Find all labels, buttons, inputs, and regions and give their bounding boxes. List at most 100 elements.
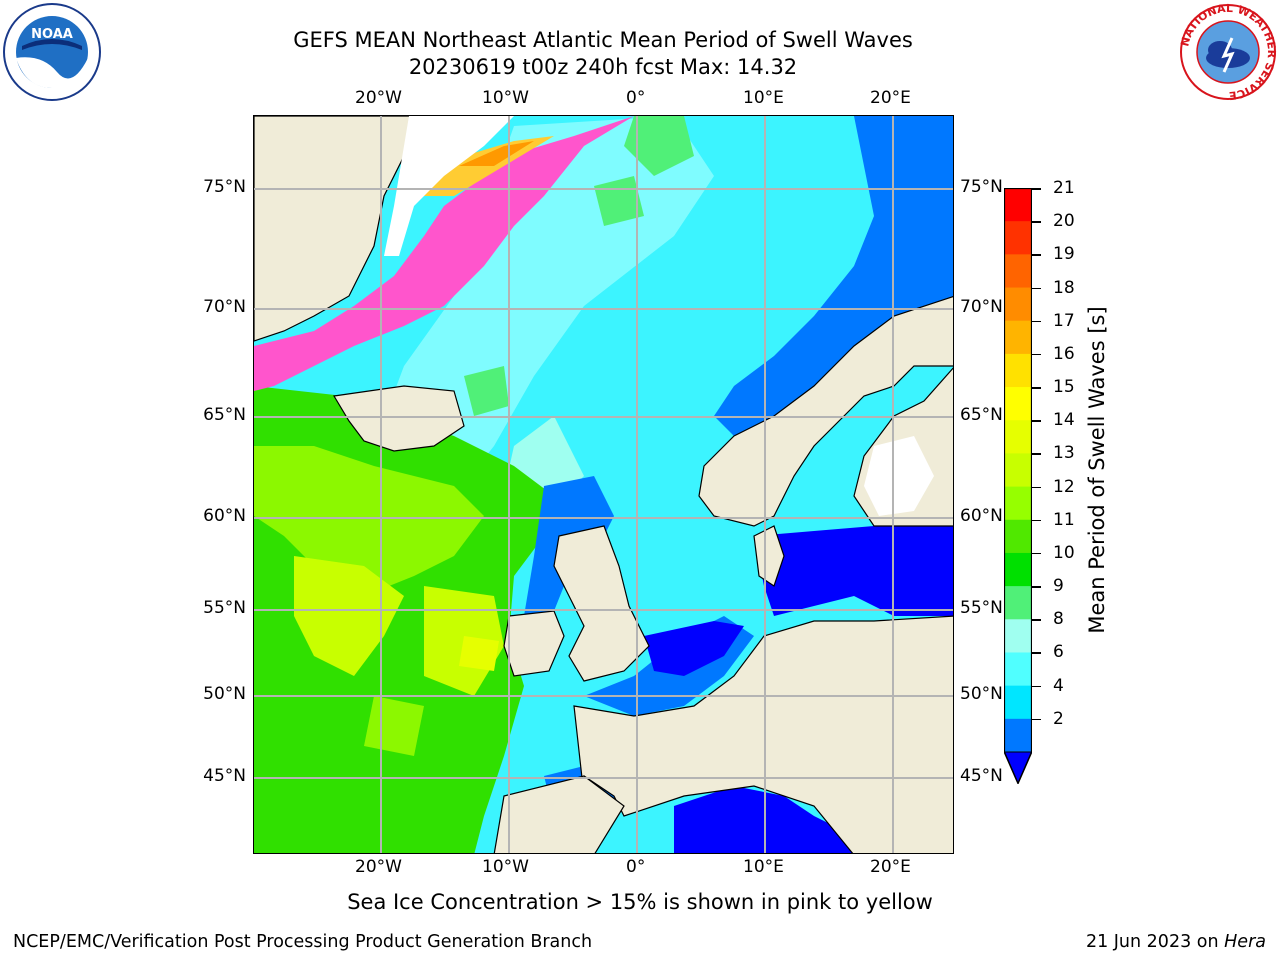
colorbar-segment: [1004, 718, 1032, 753]
lon-tick-top: 10°W: [482, 88, 529, 108]
lat-tick-right: 55°N: [960, 598, 1003, 618]
swell-green-patch: [464, 366, 509, 416]
colorbar-segment: [1004, 353, 1032, 388]
colorbar-segment: [1004, 685, 1032, 720]
sea-ice-note: Sea Ice Concentration > 15% is shown in …: [347, 890, 933, 914]
lon-tick-top: 10°E: [743, 88, 784, 108]
colorbar-label: 15: [1053, 377, 1075, 398]
swell-darkblue-med: [674, 786, 953, 853]
lat-tick-right: 75°N: [960, 177, 1003, 197]
colorbar-segment: [1004, 519, 1032, 554]
colorbar-tick: [1032, 718, 1041, 721]
lat-tick-left: 70°N: [203, 297, 246, 317]
colorbar-label: 11: [1053, 509, 1075, 530]
footer-credit: NCEP/EMC/Verification Post Processing Pr…: [13, 932, 593, 952]
sea-ice-orange: [459, 141, 534, 166]
colorbar-tick: [1032, 586, 1041, 588]
colorbar-tick: [1032, 619, 1041, 621]
colorbar-segment: [1004, 652, 1032, 687]
colorbar-label: 14: [1053, 410, 1075, 431]
colorbar-label: 2: [1053, 708, 1064, 729]
lon-tick-top: 20°W: [355, 88, 402, 108]
colorbar-tick: [1032, 552, 1041, 555]
ice-sheet-white: [384, 116, 514, 256]
lat-tick-right: 45°N: [960, 766, 1003, 786]
colorbar-tick: [1032, 420, 1041, 422]
lat-tick-left: 50°N: [203, 684, 246, 704]
colorbar-tick: [1032, 486, 1041, 489]
sea-ice-pink: [254, 116, 634, 391]
colorbar-tick: [1032, 519, 1041, 522]
colorbar-tick: [1032, 188, 1041, 190]
colorbar-label: 9: [1053, 576, 1064, 597]
colorbar-under-arrow: [1004, 751, 1032, 784]
lon-tick-bottom: 10°E: [743, 857, 784, 877]
ice-gulf-bothnia: [864, 436, 934, 516]
colorbar: [1004, 188, 1032, 784]
colorbar-segment: [1004, 254, 1032, 289]
colorbar-tick: [1032, 652, 1041, 654]
colorbar-label: 20: [1053, 211, 1075, 232]
colorbar-segment: [1004, 221, 1032, 255]
swell-yellowgreen: [294, 556, 404, 676]
land-denmark: [753, 525, 785, 587]
lon-tick-bottom: 10°W: [482, 857, 529, 877]
land-iberia: [493, 775, 625, 853]
colorbar-label: 6: [1053, 642, 1064, 663]
chart-subtitle: 20230619 t00z 240h fcst Max: 14.32: [408, 55, 798, 79]
colorbar-label: 12: [1053, 476, 1075, 497]
map-canvas: [254, 116, 953, 853]
colorbar-segment: [1004, 320, 1032, 355]
graticule: [254, 116, 953, 853]
colorbar-tick: [1032, 254, 1041, 256]
swell-darkblue-northsea: [644, 621, 744, 676]
colorbar-label: 21: [1053, 178, 1075, 198]
lat-tick-right: 50°N: [960, 684, 1003, 704]
footer-date: 21 Jun 2023 on Hera: [1086, 932, 1266, 952]
colorbar-label: 16: [1053, 343, 1075, 364]
colorbar-tick: [1032, 221, 1041, 223]
swell-darkblue-baltic: [754, 526, 953, 616]
colorbar-tick: [1032, 353, 1041, 356]
colorbar-label: 10: [1053, 542, 1075, 563]
colorbar-segment: [1004, 619, 1032, 653]
colorbar-tick: [1032, 453, 1041, 455]
colorbar-outline: [1004, 188, 1032, 784]
lat-tick-left: 65°N: [203, 405, 246, 425]
colorbar-segment: [1004, 420, 1032, 454]
footer-date-text: 21 Jun 2023 on: [1085, 932, 1225, 952]
lon-tick-bottom: 20°E: [870, 857, 911, 877]
lon-tick-top: 20°E: [870, 88, 911, 108]
lon-tick-bottom: 0°: [626, 857, 646, 877]
lat-tick-right: 70°N: [960, 297, 1003, 317]
swell-yellow: [459, 636, 499, 671]
swell-lightgreen: [364, 696, 424, 756]
colorbar-label: 8: [1053, 609, 1064, 630]
lat-tick-right: 60°N: [960, 506, 1003, 526]
map-panel: [253, 115, 954, 854]
lon-tick-bottom: 20°W: [355, 857, 402, 877]
colorbar-segment: [1004, 552, 1032, 587]
colorbar-label: 18: [1053, 277, 1075, 298]
land-great-britain: [553, 525, 650, 682]
colorbar-label: 19: [1053, 244, 1075, 265]
colorbar-tick: [1032, 320, 1041, 323]
lon-tick-top: 0°: [626, 88, 646, 108]
colorbar-segment: [1004, 586, 1032, 620]
lat-tick-right: 65°N: [960, 405, 1003, 425]
colorbar-tick: [1032, 287, 1041, 290]
colorbar-title: Mean Period of Swell Waves [s]: [1085, 306, 1109, 634]
colorbar-label: 17: [1053, 310, 1075, 331]
land-iceland: [333, 385, 465, 452]
nws-logo: NATIONAL WEATHER SERVICE: [1178, 2, 1278, 102]
lat-tick-left: 60°N: [203, 506, 246, 526]
colorbar-label: 13: [1053, 443, 1075, 464]
colorbar-segment: [1004, 453, 1032, 488]
colorbar-label: 4: [1053, 675, 1064, 696]
swell-green-patch: [624, 116, 694, 176]
chart-title: GEFS MEAN Northeast Atlantic Mean Period…: [293, 28, 913, 52]
noaa-logo-text: NOAA: [31, 27, 73, 42]
colorbar-segment: [1004, 188, 1032, 222]
colorbar-segment: [1004, 287, 1032, 322]
lat-tick-left: 55°N: [203, 598, 246, 618]
